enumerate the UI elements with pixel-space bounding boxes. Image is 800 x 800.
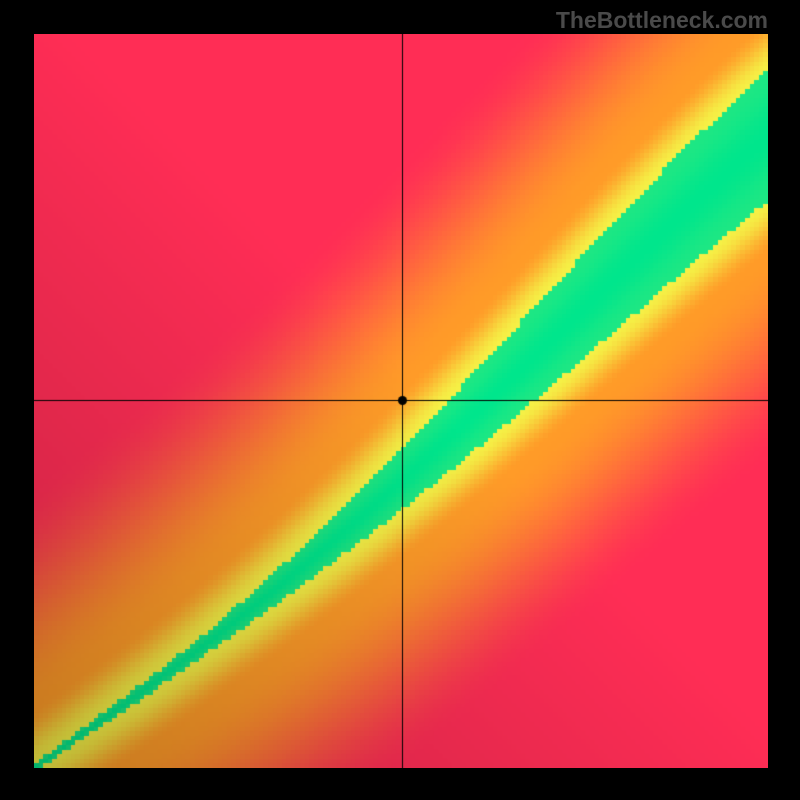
heatmap-canvas [34, 34, 768, 768]
heatmap-plot [34, 34, 768, 768]
watermark-text: TheBottleneck.com [556, 7, 768, 34]
